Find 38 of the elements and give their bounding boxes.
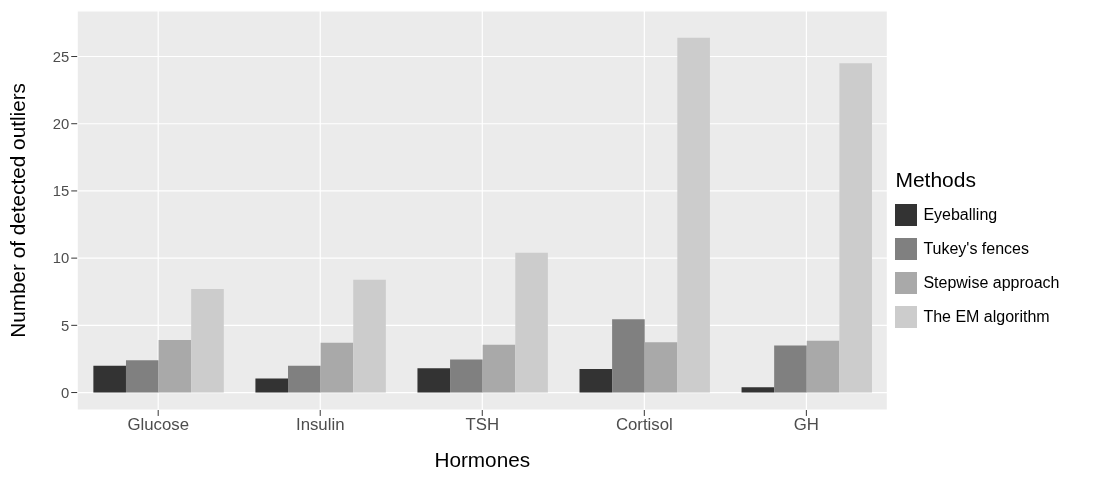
bar	[839, 63, 872, 393]
bar	[677, 37, 710, 393]
bar	[125, 360, 159, 393]
bar	[515, 252, 548, 393]
legend-label: Eyeballing	[923, 206, 998, 224]
bar	[417, 368, 451, 393]
bar	[353, 279, 386, 393]
bar	[612, 319, 645, 393]
y-tick-label: 25	[52, 48, 70, 65]
bar	[644, 342, 678, 393]
bar	[288, 365, 321, 393]
bar	[450, 359, 483, 393]
y-tick-label: 20	[52, 115, 70, 132]
x-tick-label: Insulin	[295, 414, 345, 434]
x-tick-label: Cortisol	[615, 414, 673, 434]
bar	[741, 387, 775, 393]
legend-label: Tukey's fences	[923, 240, 1030, 258]
y-tick-label: 15	[52, 183, 70, 200]
legend-title: Methods	[895, 168, 977, 192]
y-tick-label: 0	[61, 384, 70, 401]
bar	[320, 342, 354, 393]
bar	[579, 369, 613, 393]
bar	[806, 340, 840, 393]
x-axis-title: Hormones	[434, 448, 531, 472]
legend-label: The EM algorithm	[923, 308, 1050, 326]
y-tick-label: 5	[61, 317, 70, 334]
y-axis-title: Number of detected outliers	[6, 83, 30, 338]
bar	[93, 365, 126, 393]
x-tick-label: GH	[793, 414, 819, 434]
x-tick-label: TSH	[465, 414, 500, 434]
bar	[482, 344, 516, 393]
bar	[191, 289, 224, 393]
y-tick-label: 10	[52, 250, 70, 267]
x-tick-label: Glucose	[127, 414, 189, 434]
bar	[774, 345, 807, 393]
bar	[255, 378, 289, 393]
bar	[158, 340, 192, 393]
legend-label: Stepwise approach	[923, 274, 1060, 292]
